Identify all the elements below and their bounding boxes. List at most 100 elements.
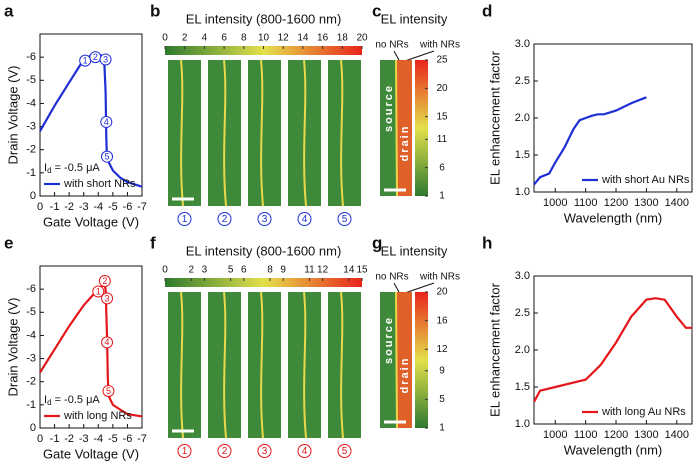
region-source: source bbox=[383, 84, 395, 132]
image-strip bbox=[168, 292, 201, 438]
image-title: EL intensity (800-1600 nm) bbox=[186, 11, 342, 26]
strip-label: 1 bbox=[182, 214, 188, 225]
region-drain: drain bbox=[399, 357, 411, 394]
nanotube-emission bbox=[223, 59, 227, 207]
y-tick-label: -6 bbox=[26, 283, 36, 295]
strip-label: 2 bbox=[222, 214, 228, 225]
point-marker bbox=[101, 150, 114, 163]
x-tick-label: -5 bbox=[108, 433, 118, 445]
x-tick-label: 1000 bbox=[543, 197, 567, 209]
nanotube-emission bbox=[303, 59, 307, 207]
image-strip bbox=[248, 60, 281, 206]
y-tick-label: -4 bbox=[26, 97, 36, 109]
y-tick-label: -1 bbox=[26, 167, 36, 179]
x-axis-title: Wavelength (nm) bbox=[564, 442, 663, 457]
colorbar-tick-label: 18 bbox=[337, 33, 349, 44]
panel-label: e bbox=[4, 233, 13, 252]
x-tick-label: 1300 bbox=[634, 197, 658, 209]
image-left bbox=[380, 60, 397, 196]
strip-marker bbox=[337, 444, 352, 458]
strip-label: 1 bbox=[182, 446, 188, 457]
panel-label: d bbox=[482, 1, 492, 20]
data-line bbox=[39, 282, 143, 418]
x-tick-label: 0 bbox=[37, 433, 43, 445]
y-tick-label: 1.5 bbox=[515, 149, 530, 161]
strip-marker bbox=[337, 212, 352, 226]
x-tick-label: -2 bbox=[64, 201, 74, 213]
legend-label: with long NRs bbox=[63, 410, 132, 422]
nanotube-emission bbox=[260, 59, 264, 207]
x-tick-label: -1 bbox=[50, 433, 60, 445]
colorbar bbox=[165, 46, 362, 55]
y-tick-label: -2 bbox=[26, 144, 36, 156]
y-tick-label: -5 bbox=[26, 74, 36, 86]
nanotube-line bbox=[395, 291, 398, 429]
colorbar-tick-label: 5 bbox=[228, 265, 234, 276]
plot-frame bbox=[533, 275, 693, 425]
y-tick-label: -3 bbox=[26, 352, 36, 364]
point-marker bbox=[99, 53, 112, 66]
annotation: Id = -0.5 μA bbox=[44, 394, 100, 407]
strip-label: 5 bbox=[342, 214, 348, 225]
nanotube-emission bbox=[223, 291, 227, 439]
point-label: 3 bbox=[103, 54, 108, 64]
colorbar bbox=[165, 278, 362, 287]
strip-marker bbox=[297, 444, 312, 458]
colorbar-tick-label: 16 bbox=[436, 315, 448, 326]
x-tick-label: -7 bbox=[137, 201, 147, 213]
colorbar-tick-label: 14 bbox=[343, 265, 355, 276]
nanotube-emission bbox=[340, 291, 344, 439]
image-strip bbox=[168, 60, 201, 206]
image-right bbox=[397, 60, 412, 196]
colorbar-tick-label: 1 bbox=[439, 191, 445, 202]
nanotube-emission bbox=[260, 291, 264, 439]
annotation-part: d bbox=[47, 398, 51, 407]
image-left bbox=[380, 292, 397, 428]
point-marker bbox=[101, 292, 114, 305]
colorbar-tick-label: 6 bbox=[439, 162, 445, 173]
strip-marker bbox=[217, 444, 232, 458]
region-source: source bbox=[383, 316, 395, 364]
colorbar bbox=[415, 292, 428, 428]
y-tick-label: 2.5 bbox=[515, 75, 530, 87]
colorbar-tick-label: 20 bbox=[436, 83, 448, 94]
x-axis-title: Gate Voltage (V) bbox=[43, 214, 139, 229]
colorbar-tick-label: 12 bbox=[278, 33, 290, 44]
point-label: 2 bbox=[93, 52, 98, 62]
panel-label: f bbox=[150, 233, 156, 252]
strip-marker bbox=[217, 212, 232, 226]
point-label: 5 bbox=[106, 386, 111, 396]
y-tick-label: -6 bbox=[26, 51, 36, 63]
x-tick-label: 1100 bbox=[574, 429, 598, 441]
x-tick-label: -3 bbox=[79, 433, 89, 445]
y-axis-title: Drain Voltage (V) bbox=[5, 66, 20, 165]
colorbar-tick-label: 1 bbox=[439, 423, 445, 434]
data-line bbox=[39, 53, 143, 188]
image-title: EL intensity bbox=[381, 11, 448, 26]
x-tick-label: 1000 bbox=[543, 429, 567, 441]
image-right bbox=[397, 292, 412, 428]
y-tick-label: -5 bbox=[26, 306, 36, 318]
x-tick-label: -3 bbox=[79, 201, 89, 213]
annotation-part: d bbox=[47, 166, 51, 175]
point-marker bbox=[101, 336, 114, 349]
panel-label: a bbox=[4, 1, 14, 20]
colorbar-tick-label: 0 bbox=[162, 265, 168, 276]
y-axis-title: EL enhancement factor bbox=[487, 50, 502, 185]
y-tick-label: -1 bbox=[26, 399, 36, 411]
plot-frame bbox=[39, 33, 143, 197]
point-marker bbox=[98, 275, 111, 288]
image-strip bbox=[328, 292, 361, 438]
strip-label: 3 bbox=[262, 446, 268, 457]
legend-label: with short NRs bbox=[63, 178, 136, 190]
colorbar-tick-label: 25 bbox=[436, 55, 448, 66]
data-line bbox=[533, 96, 647, 186]
x-tick-label: 1100 bbox=[574, 197, 598, 209]
colorbar-tick-label: 3 bbox=[202, 265, 208, 276]
strip-marker bbox=[177, 212, 192, 226]
x-tick-label: -7 bbox=[137, 433, 147, 445]
y-tick-label: 3.0 bbox=[515, 38, 530, 50]
nanotube-emission bbox=[180, 291, 184, 439]
x-tick-label: 1200 bbox=[604, 197, 628, 209]
colorbar-tick-label: 20 bbox=[356, 33, 368, 44]
